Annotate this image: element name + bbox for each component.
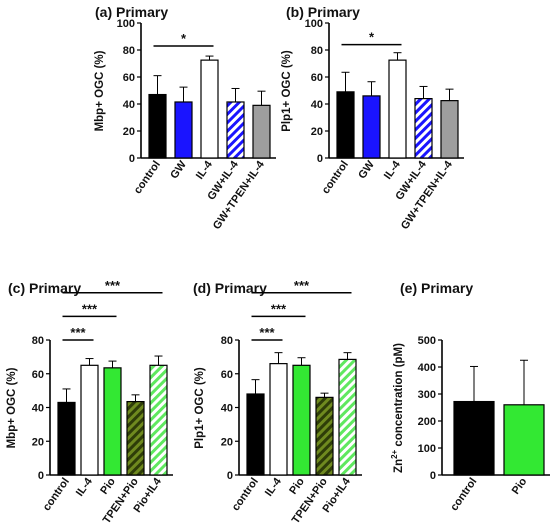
category-label: IL-4 (382, 158, 404, 182)
y-axis-label: Mbp+ OGC (%) (6, 367, 18, 448)
significance-label: *** (294, 278, 310, 293)
significance-label: *** (82, 301, 98, 316)
y-axis-label: Plp1+ OGC (%) (194, 367, 206, 449)
y-tick-label: 80 (32, 335, 44, 347)
bar-control (57, 401, 76, 476)
bar-Pio+IL4 (149, 364, 168, 476)
category-label: IL-4 (194, 158, 216, 182)
bar-IL-4 (388, 59, 407, 159)
bar-GW (174, 101, 193, 159)
bar-GW+IL-4 (414, 97, 433, 159)
y-tick-label: 300 (418, 389, 436, 401)
bar-IL-4 (269, 363, 288, 476)
chart-title: (c) Primary (8, 280, 81, 296)
y-tick-label: 40 (311, 99, 323, 111)
chart-0: (a) Primary 0 20 40 60 80 100 Mbp+ OGC (%) contr… (94, 4, 276, 232)
y-tick-label: 20 (221, 436, 233, 448)
category-label: Pio (98, 476, 118, 497)
y-tick-label: 0 (430, 470, 436, 482)
category-label: GW (168, 158, 189, 181)
y-tick-label: 200 (418, 416, 436, 428)
bar-IL-4 (200, 59, 219, 159)
y-tick-label: 100 (117, 18, 135, 30)
bar-Pio (292, 364, 311, 476)
y-axis-label: Zn2+ concentration (pM) (390, 343, 405, 473)
chart-2: (c) Primary 0 20 40 60 80 Mbp+ OGC (%) control I… (6, 278, 173, 525)
bar-TPEN+Pio (126, 400, 145, 476)
significance-label: * (369, 30, 375, 45)
chart-3: (d) Primary 0 20 40 60 80 Plp1+ OGC (%) control… (193, 278, 362, 525)
y-tick-label: 20 (32, 436, 44, 448)
y-tick-label: 100 (305, 18, 323, 30)
y-tick-label: 500 (418, 335, 436, 347)
category-label: Pio (510, 476, 530, 497)
y-tick-label: 80 (311, 45, 323, 57)
chart-1: (b) Primary 0 20 40 60 80 100 Plp1+ OGC (%) cont… (281, 4, 464, 232)
y-tick-label: 20 (123, 126, 135, 138)
y-tick-label: 60 (123, 72, 135, 84)
chart-title: (e) Primary (400, 280, 473, 296)
bar-Pio (503, 404, 545, 476)
y-axis-label: Plp1+ OGC (%) (281, 50, 293, 132)
y-tick-label: 80 (123, 45, 135, 57)
bar-control (453, 400, 495, 476)
bar-control (148, 93, 167, 159)
y-axis-label: Mbp+ OGC (%) (94, 50, 106, 131)
category-label: control (132, 159, 163, 196)
category-label: control (41, 476, 72, 513)
category-label: Pio (287, 476, 307, 497)
y-tick-label: 60 (221, 369, 233, 381)
bar-GW+TPEN+IL-4 (440, 100, 459, 159)
y-tick-label: 400 (418, 362, 436, 374)
bar-TPEN+Pio (315, 396, 334, 476)
y-axis-label-sup: 2+ (390, 449, 399, 458)
category-label: GW (356, 158, 377, 181)
bar-Pio (103, 367, 122, 476)
y-tick-label: 20 (311, 126, 323, 138)
y-axis-label-rest: concentration (pM) (393, 343, 405, 450)
bar-GW+IL-4 (226, 101, 245, 159)
category-label: IL-4 (263, 475, 285, 499)
bar-control (336, 91, 355, 159)
y-tick-label: 0 (317, 153, 323, 165)
bar-control (246, 393, 265, 476)
chart-4: (e) Primary 0 100 200 300 400 500 Zn2+ concentr… (390, 280, 550, 513)
chart-title: (b) Primary (286, 4, 360, 20)
y-tick-label: 40 (123, 99, 135, 111)
y-tick-label: 0 (227, 470, 233, 482)
y-tick-label: 40 (221, 403, 233, 415)
chart-title: (d) Primary (193, 280, 267, 296)
category-label: control (320, 159, 351, 196)
category-label: IL-4 (74, 475, 96, 499)
bar-GW+TPEN+IL-4 (252, 104, 271, 159)
chart-title: (a) Primary (95, 4, 168, 20)
y-tick-label: 60 (32, 369, 44, 381)
category-label: control (448, 476, 479, 513)
bar-IL-4 (80, 364, 99, 476)
significance-label: *** (259, 325, 275, 340)
bar-Pio+IL4 (338, 358, 357, 476)
y-tick-label: 80 (221, 335, 233, 347)
bar-GW (362, 95, 381, 159)
significance-label: *** (105, 278, 121, 293)
y-tick-label: 0 (38, 470, 44, 482)
y-tick-label: 60 (311, 72, 323, 84)
significance-label: *** (271, 301, 287, 316)
y-tick-label: 100 (418, 443, 436, 455)
y-tick-label: 40 (32, 403, 44, 415)
category-label: control (230, 476, 261, 513)
y-axis-label-main: Zn (393, 459, 405, 473)
significance-label: *** (70, 325, 86, 340)
significance-label: * (181, 31, 187, 46)
y-tick-label: 0 (129, 153, 135, 165)
